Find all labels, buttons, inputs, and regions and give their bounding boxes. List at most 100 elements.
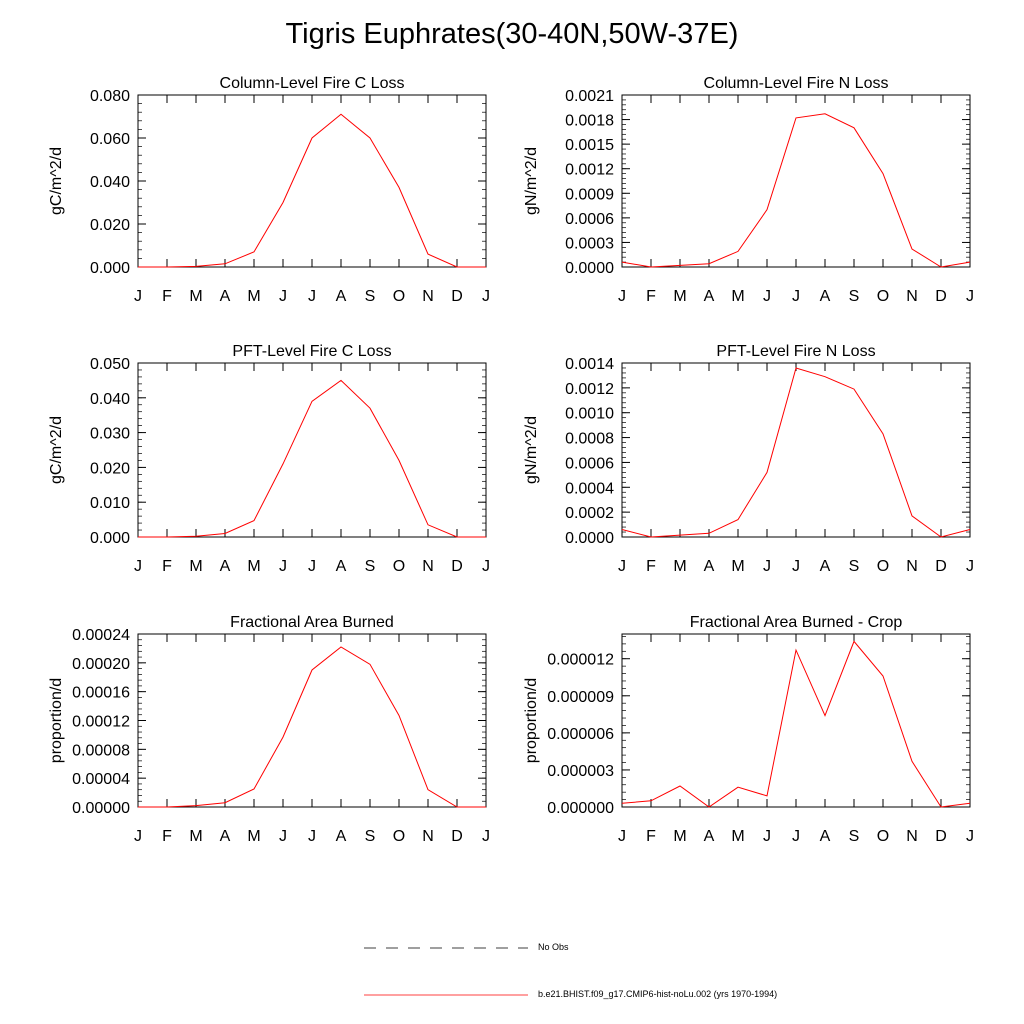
x-tick-label: J [792,558,800,575]
y-tick-label: 0.0008 [565,431,614,448]
chart-panel-6: Fractional Area Burned - Crop proportion/… [523,614,974,845]
chart-title: Column-Level Fire C Loss [220,75,405,92]
chart-title: Fractional Area Burned - Crop [690,614,903,631]
y-tick-label: 0.0000 [565,260,614,277]
x-tick-label: J [792,828,800,845]
y-tick-label: 0.0012 [565,162,614,179]
series-line-1 [621,367,971,538]
x-tick-label: J [618,828,626,845]
x-tick-label: A [704,828,715,845]
x-tick-label: A [336,288,347,305]
y-tick-label: 0.040 [90,391,130,408]
chart-panel-4: PFT-Level Fire N Loss gN/m^2/d 0.0000 0.000… [523,343,974,575]
x-tick-label: N [422,558,434,575]
legend-line-solid [364,994,528,996]
x-tick-label: J [763,558,771,575]
x-tick-label: J [966,558,974,575]
x-tick-label: N [906,828,918,845]
y-tick-label: 0.080 [90,88,130,105]
x-tick-label: S [365,558,376,575]
legend-item-no-obs: No Obs [360,939,960,959]
x-tick-label: A [820,558,831,575]
x-tick-label: M [247,288,260,305]
chart-panel-2: Column-Level Fire N Loss gN/m^2/d 0.0000 0.… [523,75,974,305]
legend-label-no-obs: No Obs [538,942,569,952]
series-line-1 [621,640,971,808]
x-tick-label: N [906,288,918,305]
x-tick-label: N [422,828,434,845]
chart-title: Column-Level Fire N Loss [704,75,889,92]
chart-panel-3: PFT-Level Fire C Loss gC/m^2/d 0.000 0.010 0… [48,343,490,575]
x-tick-label: J [763,288,771,305]
x-tick-label: J [134,828,142,845]
x-tick-label: D [935,558,947,575]
x-tick-label: O [393,288,405,305]
x-tick-label: A [336,828,347,845]
y-tick-label: 0.000009 [547,689,614,706]
plot-frame [621,94,971,268]
x-tick-label: M [673,558,686,575]
y-tick-label: 0.0000 [565,530,614,547]
y-tick-label: 0.050 [90,356,130,373]
legend-line-dashed [364,947,528,949]
y-axis-label: proportion/d [523,678,540,763]
y-axis-label: gC/m^2/d [48,147,65,215]
x-tick-label: F [162,558,172,575]
x-tick-label: A [820,288,831,305]
y-axis-label: gN/m^2/d [523,147,540,215]
y-tick-label: 0.00008 [72,742,130,759]
legend-label-model: b.e21.BHIST.f09_g17.CMIP6-hist-noLu.002 … [538,989,778,999]
x-tick-label: A [220,288,231,305]
x-tick-label: D [451,558,463,575]
y-tick-label: 0.020 [90,460,130,477]
x-tick-label: J [308,288,316,305]
x-tick-label: J [134,558,142,575]
x-tick-label: D [451,828,463,845]
x-tick-label: O [393,828,405,845]
x-tick-label: J [308,558,316,575]
series-line-1 [138,646,486,808]
x-tick-label: J [279,288,287,305]
y-tick-label: 0.040 [90,174,130,191]
series-line-1 [138,379,486,538]
series-line-1 [138,113,486,268]
plot-frame [137,362,487,538]
x-tick-label: N [906,558,918,575]
y-tick-label: 0.00004 [72,771,130,788]
y-tick-label: 0.010 [90,495,130,512]
y-axis-label: proportion/d [48,678,65,763]
chart-title: Fractional Area Burned [230,614,394,631]
x-tick-label: M [673,828,686,845]
x-tick-label: J [618,288,626,305]
x-tick-label: J [966,828,974,845]
x-tick-label: J [763,828,771,845]
y-tick-label: 0.0004 [565,480,614,497]
x-tick-label: A [336,558,347,575]
x-tick-label: J [279,828,287,845]
chart-panel-5: Fractional Area Burned proportion/d 0.0000… [48,614,490,845]
series-line-1 [621,113,971,268]
x-tick-label: M [189,558,202,575]
plot-frame [137,94,487,268]
plot-frame [137,633,487,808]
x-tick-label: M [673,288,686,305]
x-tick-label: M [189,288,202,305]
y-tick-label: 0.0021 [565,88,614,105]
y-tick-label: 0.000 [90,260,130,277]
x-tick-label: S [849,828,860,845]
y-tick-label: 0.0006 [565,455,614,472]
y-tick-label: 0.030 [90,426,130,443]
x-tick-label: M [189,828,202,845]
y-tick-label: 0.0018 [565,113,614,130]
x-tick-label: S [849,558,860,575]
y-tick-label: 0.060 [90,131,130,148]
x-tick-label: A [220,828,231,845]
x-tick-label: O [393,558,405,575]
x-tick-label: M [247,828,260,845]
x-tick-label: J [482,558,490,575]
x-tick-label: M [731,558,744,575]
plot-frame [621,633,971,808]
x-tick-label: J [134,288,142,305]
y-tick-label: 0.000 [90,530,130,547]
